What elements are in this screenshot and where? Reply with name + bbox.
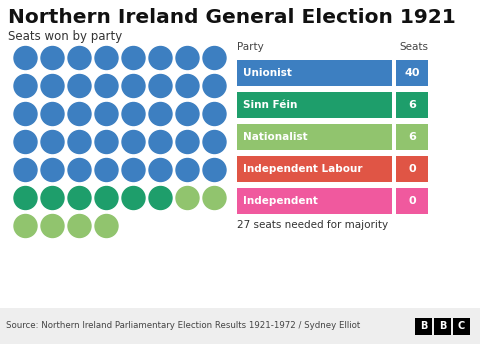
FancyBboxPatch shape: [415, 318, 432, 334]
Circle shape: [41, 103, 64, 126]
Circle shape: [14, 75, 37, 97]
Circle shape: [95, 75, 118, 97]
Circle shape: [68, 46, 91, 69]
Text: B: B: [420, 321, 427, 331]
Text: Seats won by party: Seats won by party: [8, 30, 122, 43]
FancyBboxPatch shape: [237, 92, 392, 118]
Circle shape: [203, 186, 226, 209]
Circle shape: [149, 46, 172, 69]
Text: 0: 0: [408, 164, 416, 174]
Circle shape: [95, 130, 118, 153]
Circle shape: [176, 186, 199, 209]
Text: 6: 6: [408, 132, 416, 142]
Text: Sinn Féin: Sinn Féin: [243, 100, 298, 110]
FancyBboxPatch shape: [453, 318, 470, 334]
Circle shape: [203, 103, 226, 126]
FancyBboxPatch shape: [396, 124, 428, 150]
Circle shape: [203, 159, 226, 182]
Circle shape: [176, 46, 199, 69]
Circle shape: [149, 103, 172, 126]
Circle shape: [68, 215, 91, 237]
FancyBboxPatch shape: [434, 318, 451, 334]
Circle shape: [149, 75, 172, 97]
FancyBboxPatch shape: [396, 60, 428, 86]
Circle shape: [176, 103, 199, 126]
Text: Northern Ireland General Election 1921: Northern Ireland General Election 1921: [8, 8, 456, 27]
Circle shape: [68, 159, 91, 182]
FancyBboxPatch shape: [237, 156, 392, 182]
Circle shape: [68, 130, 91, 153]
Circle shape: [14, 103, 37, 126]
Text: Independent: Independent: [243, 196, 318, 206]
Text: Source: Northern Ireland Parliamentary Election Results 1921-1972 / Sydney Ellio: Source: Northern Ireland Parliamentary E…: [6, 322, 360, 331]
Text: 27 seats needed for majority: 27 seats needed for majority: [237, 220, 388, 230]
Circle shape: [14, 159, 37, 182]
Circle shape: [203, 75, 226, 97]
Text: Nationalist: Nationalist: [243, 132, 308, 142]
Text: 40: 40: [404, 68, 420, 78]
Text: Seats: Seats: [399, 42, 428, 52]
Circle shape: [203, 130, 226, 153]
FancyBboxPatch shape: [237, 124, 392, 150]
Circle shape: [95, 215, 118, 237]
Circle shape: [122, 75, 145, 97]
Circle shape: [14, 130, 37, 153]
Circle shape: [41, 46, 64, 69]
Circle shape: [41, 215, 64, 237]
Circle shape: [95, 46, 118, 69]
Circle shape: [95, 159, 118, 182]
Text: Party: Party: [237, 42, 264, 52]
Circle shape: [176, 75, 199, 97]
Circle shape: [149, 130, 172, 153]
Circle shape: [41, 75, 64, 97]
Circle shape: [176, 159, 199, 182]
Circle shape: [122, 186, 145, 209]
Text: Unionist: Unionist: [243, 68, 292, 78]
Text: B: B: [439, 321, 446, 331]
Circle shape: [41, 186, 64, 209]
Circle shape: [149, 159, 172, 182]
FancyBboxPatch shape: [0, 308, 480, 344]
Circle shape: [122, 159, 145, 182]
FancyBboxPatch shape: [396, 188, 428, 214]
Text: 0: 0: [408, 196, 416, 206]
Text: Independent Labour: Independent Labour: [243, 164, 362, 174]
Circle shape: [122, 130, 145, 153]
Circle shape: [95, 186, 118, 209]
Circle shape: [203, 46, 226, 69]
FancyBboxPatch shape: [396, 92, 428, 118]
Circle shape: [122, 46, 145, 69]
Circle shape: [122, 103, 145, 126]
Circle shape: [41, 130, 64, 153]
Circle shape: [149, 186, 172, 209]
Circle shape: [14, 186, 37, 209]
Text: C: C: [458, 321, 465, 331]
Circle shape: [176, 130, 199, 153]
Circle shape: [41, 159, 64, 182]
Circle shape: [14, 46, 37, 69]
Circle shape: [68, 103, 91, 126]
FancyBboxPatch shape: [396, 156, 428, 182]
FancyBboxPatch shape: [237, 60, 392, 86]
Circle shape: [95, 103, 118, 126]
Circle shape: [68, 186, 91, 209]
Circle shape: [14, 215, 37, 237]
FancyBboxPatch shape: [237, 188, 392, 214]
Text: 6: 6: [408, 100, 416, 110]
Circle shape: [68, 75, 91, 97]
